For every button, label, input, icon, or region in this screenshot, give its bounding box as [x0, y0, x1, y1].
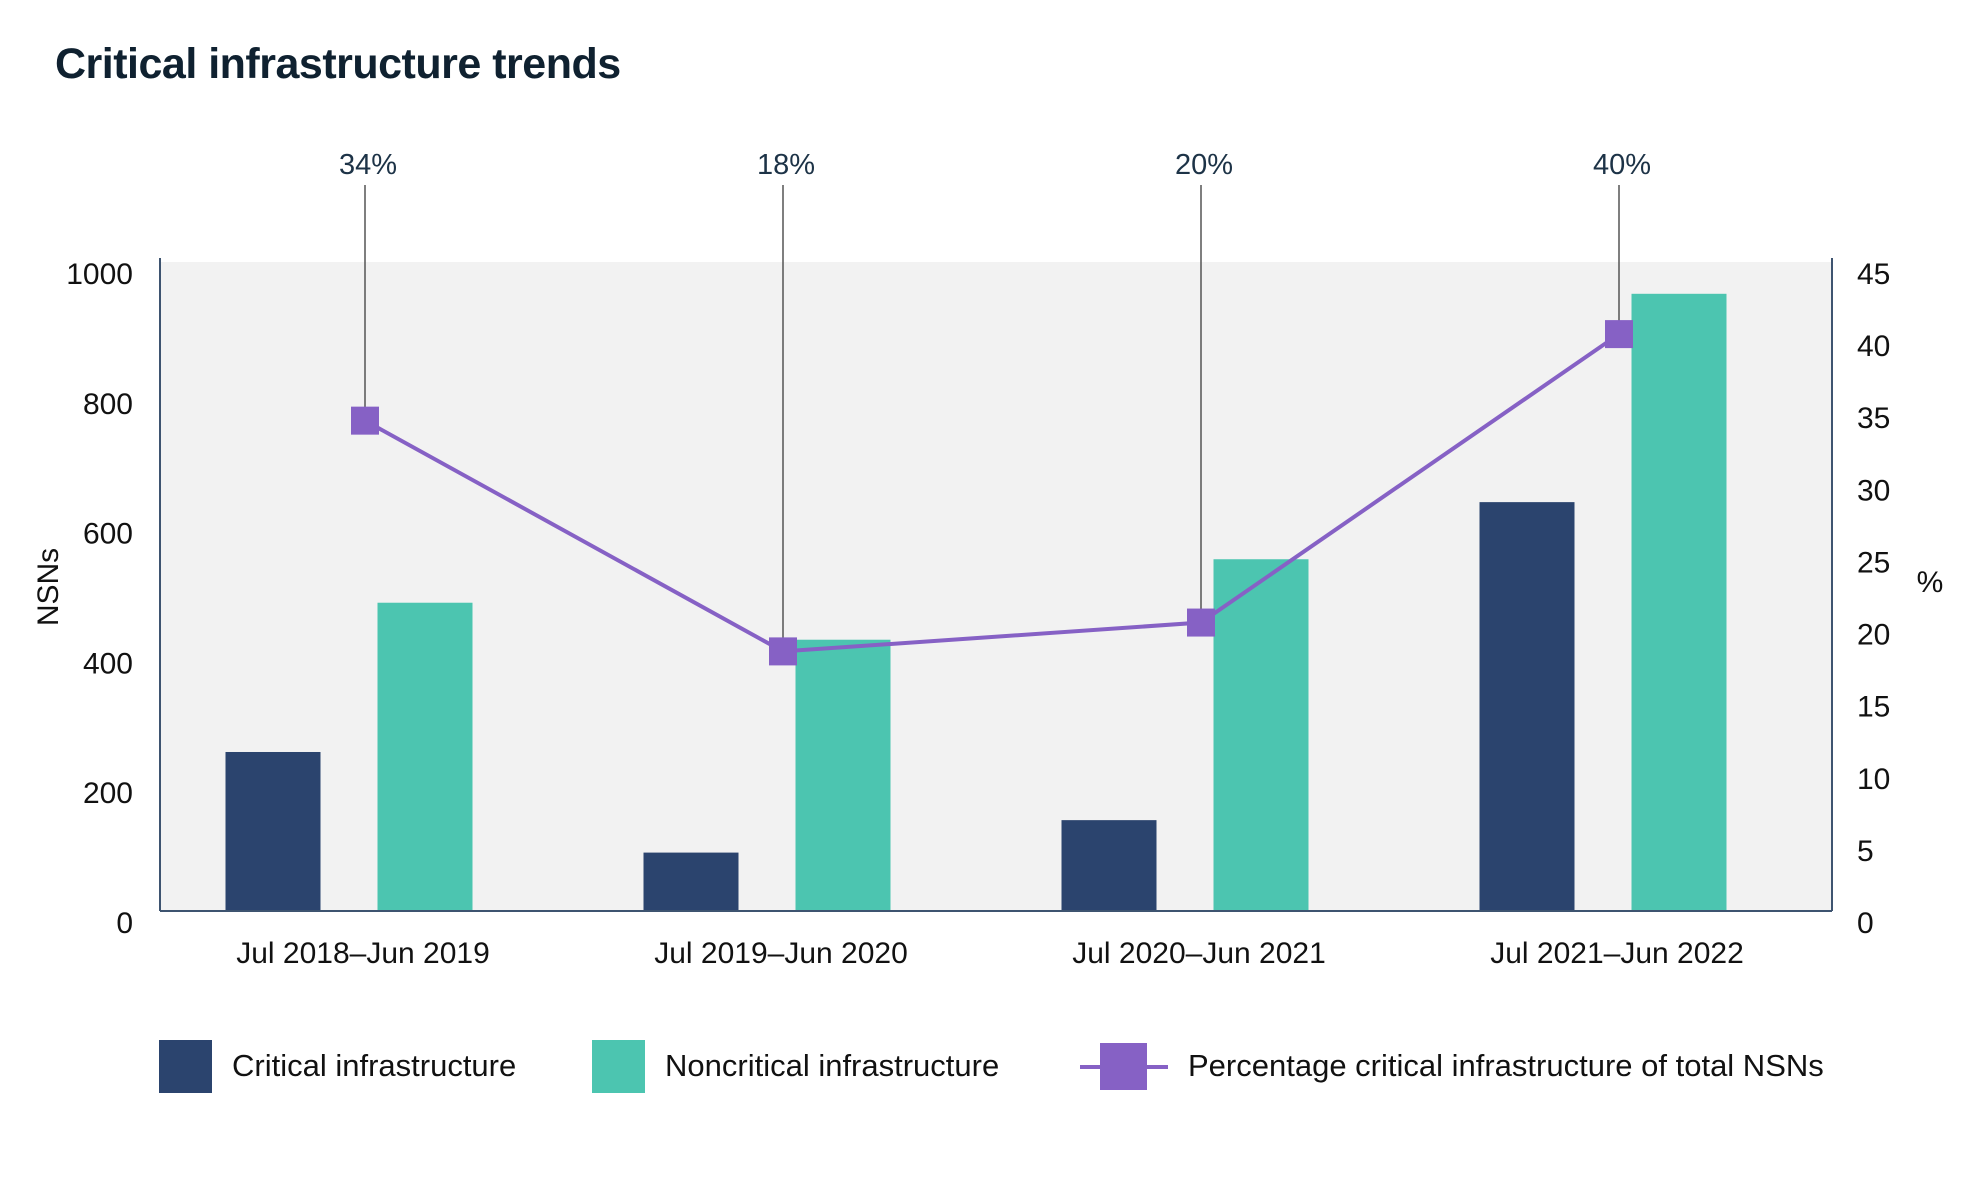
percentage-data-label: 40%	[1593, 149, 1651, 181]
y2-tick-label: 40	[1857, 330, 1890, 363]
legend-label: Percentage critical infrastructure of to…	[1188, 1048, 1824, 1083]
leader-lines-layer	[364, 185, 1620, 652]
bar-noncritical	[1631, 293, 1727, 911]
axes-layer	[159, 258, 1833, 912]
chart-title: Critical infrastructure trends	[55, 40, 621, 88]
y-tick-label: 0	[116, 907, 133, 940]
legend-swatch-noncritical	[592, 1039, 645, 1093]
bar-noncritical	[795, 639, 891, 911]
y-tick-label: 600	[83, 518, 133, 551]
y2-axis-title: %	[1917, 566, 1944, 599]
y-tick-label: 800	[83, 388, 133, 421]
bar-critical	[643, 852, 739, 911]
percentage-data-label: 34%	[339, 149, 397, 181]
x-tick-label: Jul 2019–Jun 2020	[654, 937, 908, 970]
y2-tick-label: 25	[1857, 546, 1890, 579]
bars-layer	[225, 293, 1727, 911]
bar-noncritical	[1213, 559, 1309, 911]
y2-tick-label: 10	[1857, 763, 1890, 796]
y2-tick-label: 15	[1857, 691, 1890, 724]
x-tick-label: Jul 2020–Jun 2021	[1072, 937, 1326, 970]
x-tick-label: Jul 2018–Jun 2019	[236, 937, 490, 970]
legend-label: Noncritical infrastructure	[665, 1048, 1000, 1083]
y2-tick-label: 35	[1857, 402, 1890, 435]
percentage-line	[364, 332, 1621, 654]
percentage-line-layer	[351, 320, 1633, 666]
y-tick-label: 200	[83, 777, 133, 810]
legend-item-critical: Critical infrastructure	[159, 1038, 516, 1094]
y-axis-title: NSNs	[32, 548, 65, 626]
legend-item-percentage: Percentage critical infrastructure of to…	[1080, 1038, 1824, 1094]
bar-critical	[1061, 820, 1157, 911]
y2-tick-label: 45	[1857, 258, 1890, 291]
y2-tick-label: 0	[1857, 907, 1874, 940]
y2-tick-label: 30	[1857, 474, 1890, 507]
y-tick-label: 1000	[66, 258, 133, 291]
bar-critical	[1479, 502, 1575, 911]
y-tick-label: 400	[83, 647, 133, 680]
y2-tick-label: 5	[1857, 835, 1874, 868]
legend: Critical infrastructure Noncritical infr…	[0, 1038, 1966, 1094]
legend-line-marker-icon	[1080, 1040, 1168, 1093]
legend-label: Critical infrastructure	[232, 1048, 517, 1083]
bar-noncritical	[377, 602, 473, 911]
labels-layer: Jul 2018–Jun 2019 Jul 2019–Jun 2020 Jul 20…	[32, 149, 1943, 970]
percentage-data-label: 20%	[1175, 149, 1233, 181]
percentage-marker	[1605, 320, 1633, 349]
percentage-marker	[769, 637, 797, 666]
legend-swatch-critical	[159, 1039, 212, 1093]
y2-tick-label: 20	[1857, 619, 1890, 652]
legend-item-noncritical: Noncritical infrastructure	[592, 1038, 999, 1094]
bar-critical	[225, 751, 321, 911]
x-tick-label: Jul 2021–Jun 2022	[1490, 937, 1744, 970]
percentage-marker	[1187, 608, 1215, 637]
percentage-data-label: 18%	[757, 149, 815, 181]
chart: Jul 2018–Jun 2019 Jul 2019–Jun 2020 Jul 20…	[32, 149, 1943, 970]
percentage-marker	[351, 406, 379, 435]
